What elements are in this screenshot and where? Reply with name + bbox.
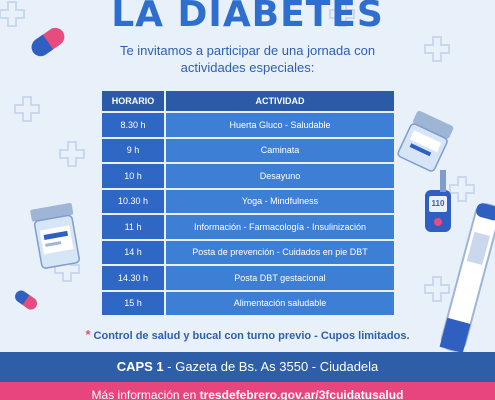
pill-icon — [31, 27, 65, 57]
row-activity: Huerta Gluco - Saludable — [166, 113, 394, 137]
lancet-pen-icon — [439, 203, 495, 353]
row-time: 10.30 h — [102, 189, 166, 213]
row-time: 14 h — [102, 240, 166, 264]
row-time: 14.30 h — [102, 266, 166, 290]
footnote-text: Control de salud y bucal con turno previ… — [93, 330, 410, 342]
column-header-time: HORARIO — [102, 91, 166, 111]
table-row: 14 h Posta de prevención - Cuidados en p… — [102, 240, 394, 264]
row-activity: Posta DBT gestacional — [166, 266, 394, 290]
table-header-row: HORARIO ACTIVIDAD — [102, 91, 394, 111]
table-row: 14.30 h Posta DBT gestacional — [102, 266, 394, 290]
table-row: 8.30 h Huerta Gluco - Saludable — [102, 113, 394, 137]
row-activity: Caminata — [166, 138, 394, 162]
more-info-link[interactable]: tresdefebrero.gov.ar/3fcuidatusalud — [199, 388, 404, 400]
location-bar: CAPS 1 - Gazeta de Bs. As 3550 - Ciudade… — [0, 352, 495, 382]
row-activity: Yoga - Mindfulness — [166, 189, 394, 213]
row-time: 15 h — [102, 291, 166, 315]
more-info-bar: Más información en tresdefebrero.gov.ar/… — [0, 382, 495, 400]
row-time: 10 h — [102, 164, 166, 188]
footnote: * Control de salud y bucal con turno prev… — [0, 327, 495, 342]
intro-text: Te invitamos a participar de una jornada… — [95, 42, 400, 76]
row-time: 9 h — [102, 138, 166, 162]
page-title: LA DIABETES — [111, 0, 384, 35]
insulin-pen-icon — [397, 110, 454, 172]
row-time: 8.30 h — [102, 113, 166, 137]
row-activity: Información - Farmacología - Insulinizac… — [166, 215, 394, 239]
glucometer-reading: 110 — [431, 199, 445, 208]
table-row: 9 h Caminata — [102, 138, 394, 162]
intro-line-2: actividades especiales: — [180, 60, 315, 75]
location-address: - Gazeta de Bs. As 3550 - Ciudadela — [163, 359, 379, 374]
asterisk-icon: * — [85, 327, 91, 342]
schedule-table: HORARIO ACTIVIDAD 8.30 h Huerta Gluco - … — [102, 89, 394, 317]
more-info-label: Más información en — [91, 388, 200, 400]
table-row: 10 h Desayuno — [102, 164, 394, 188]
glucometer-icon — [425, 170, 451, 232]
medicine-vial-icon — [30, 203, 80, 269]
intro-line-1: Te invitamos a participar de una jornada… — [119, 43, 376, 58]
capsule-icon — [15, 290, 37, 310]
row-activity: Desayuno — [166, 164, 394, 188]
row-time: 11 h — [102, 215, 166, 239]
location-name: CAPS 1 — [116, 359, 164, 374]
row-activity: Alimentación saludable — [166, 291, 394, 315]
table-row: 10.30 h Yoga - Mindfulness — [102, 189, 394, 213]
table-row: 11 h Información - Farmacología - Insuli… — [102, 215, 394, 239]
row-activity: Posta de prevención - Cuidados en pie DB… — [166, 240, 394, 264]
table-row: 15 h Alimentación saludable — [102, 291, 394, 315]
column-header-activity: ACTIVIDAD — [166, 91, 394, 111]
